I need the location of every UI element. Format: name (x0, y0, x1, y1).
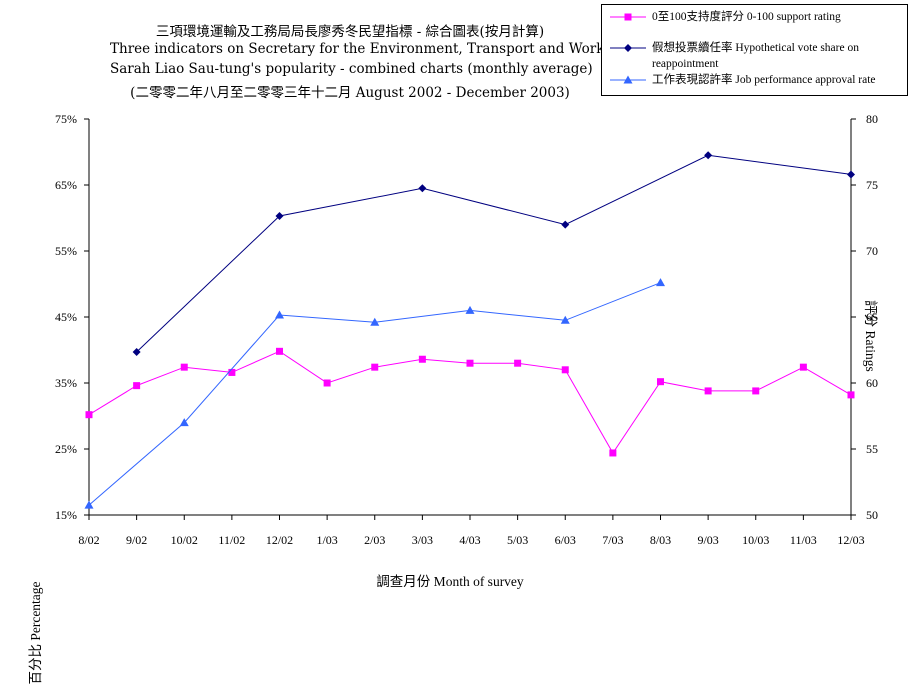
y-left-tick-label: 45% (55, 310, 77, 324)
legend-marker-vote-share (610, 44, 646, 52)
y-right-tick-label: 60 (866, 376, 878, 390)
series-0 (85, 347, 855, 457)
data-point (132, 347, 141, 356)
x-tick-label: 6/03 (555, 533, 576, 547)
x-tick-label: 1/03 (316, 533, 337, 547)
chart-legend: 0至100支持度評分 0-100 support rating 假想投票續任率 … (601, 4, 908, 96)
data-point (514, 359, 522, 367)
data-point (228, 368, 236, 376)
x-tick-label: 2/03 (364, 533, 385, 547)
x-tick-label: 11/03 (790, 533, 817, 547)
data-point (799, 363, 807, 371)
y-axis-right-title: 評分 Ratings (863, 300, 878, 372)
y-left-tick-label: 35% (55, 376, 77, 390)
x-tick-label: 12/02 (266, 533, 293, 547)
data-point (276, 347, 283, 355)
data-point (418, 355, 426, 363)
legend-label-support-rating: 0至100支持度評分 0-100 support rating (652, 11, 841, 23)
x-tick-label: 10/02 (171, 533, 198, 547)
legend-marker-support-rating (610, 13, 646, 21)
data-point (657, 378, 664, 386)
chart-title-date-range: (二零零二年八月至二零零三年十二月 August 2002 - December… (130, 85, 570, 101)
series-1 (132, 151, 855, 356)
plot-area: 15% 25% 35% 45% 55% 65% 75% 50 55 60 65 70 75 80 8/02 9… (55, 112, 878, 547)
chart-title-en-1: Three indicators on Secretary for the En… (110, 41, 612, 57)
chart-title-zh: 三項環境運輸及工務局局長廖秀冬民望指標 - 綜合圖表(按月計算) (155, 24, 545, 40)
data-point (466, 359, 474, 367)
data-point (561, 366, 569, 374)
x-tick-label: 5/03 (507, 533, 528, 547)
data-point (133, 382, 141, 390)
x-tick-label: 12/03 (837, 533, 864, 547)
data-point (847, 170, 855, 179)
y-right-tick-label: 70 (866, 244, 878, 258)
data-point (180, 363, 188, 371)
y-right-tick-label: 80 (866, 112, 878, 126)
data-point (561, 220, 570, 229)
data-point (465, 305, 475, 314)
data-point (179, 418, 189, 427)
data-point (370, 317, 380, 326)
x-tick-label: 9/03 (697, 533, 718, 547)
x-tick-label: 3/03 (412, 533, 433, 547)
x-tick-label: 7/03 (602, 533, 623, 547)
data-point (371, 363, 379, 371)
data-point (656, 278, 665, 287)
chart-title-en-2: Sarah Liao Sau-tung's popularity - combi… (110, 61, 593, 77)
data-point (418, 184, 427, 193)
legend-label-approval-rate: 工作表現認許率 Job performance approval rate (652, 74, 876, 86)
x-tick-label: 8/03 (650, 533, 671, 547)
legend-label-vote-share: 假想投票續任率 Hypothetical vote share on reapp… (652, 42, 859, 70)
axes-group: 15% 25% 35% 45% 55% 65% 75% 50 55 60 65 70 75 80 8/02 9… (55, 112, 878, 547)
y-right-tick-label: 75 (866, 178, 878, 192)
y-axis-left-title: 百分比 Percentage (28, 581, 43, 685)
data-point (85, 411, 93, 419)
y-right-tick-label: 65 (866, 310, 878, 324)
series-line-1 (136, 154, 852, 353)
data-point (323, 379, 331, 387)
data-point (609, 449, 617, 457)
y-right-tick-label: 55 (866, 442, 878, 456)
legend-marker-approval-rate (610, 75, 646, 84)
y-left-tick-label: 15% (55, 508, 77, 522)
data-point (847, 391, 855, 399)
data-point (275, 212, 284, 221)
x-tick-label: 10/03 (742, 533, 769, 547)
y-left-tick-label: 65% (55, 178, 77, 192)
data-point (752, 387, 760, 395)
y-left-tick-label: 25% (55, 442, 77, 456)
x-tick-label: 11/02 (218, 533, 245, 547)
data-point (275, 310, 284, 319)
x-tick-label: 8/02 (78, 533, 99, 547)
x-tick-label: 9/02 (126, 533, 147, 547)
y-left-tick-label: 75% (55, 112, 77, 126)
data-point (704, 387, 712, 395)
data-point (704, 151, 713, 160)
x-tick-label: 4/03 (459, 533, 480, 547)
data-point (84, 500, 94, 509)
x-axis-title: 調查月份 Month of survey (376, 574, 524, 589)
y-left-tick-label: 55% (55, 244, 77, 258)
y-right-tick-label: 50 (866, 508, 878, 522)
series-2 (84, 278, 665, 509)
chart-root: 三項環境運輸及工務局局長廖秀冬民望指標 - 綜合圖表(按月計算) Three i… (28, 4, 908, 685)
data-point (560, 315, 570, 324)
series-group (84, 151, 855, 509)
